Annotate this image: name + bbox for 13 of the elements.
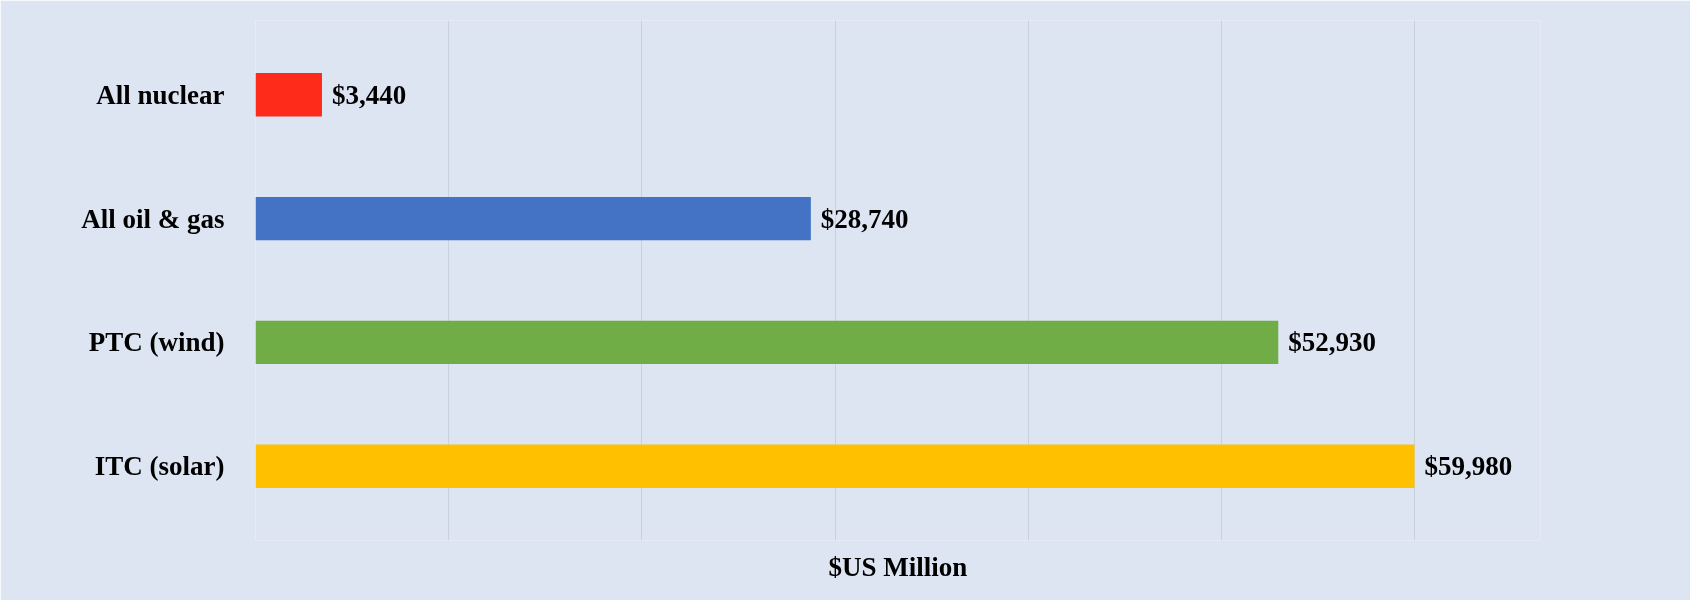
x-axis-title: $US Million: [828, 551, 968, 582]
data-label: $3,440: [331, 79, 407, 110]
y-tick-label: All oil & gas: [81, 203, 225, 234]
data-label: $28,740: [820, 203, 909, 234]
y-tick-label: ITC (solar): [94, 451, 225, 482]
data-label: $52,930: [1288, 327, 1377, 358]
bar: [255, 196, 811, 241]
data-label: $59,980: [1424, 451, 1513, 482]
y-tick-label: PTC (wind): [88, 327, 225, 358]
y-tick-label: All nuclear: [96, 79, 225, 110]
bar: [255, 444, 1415, 488]
bar: [255, 320, 1279, 365]
bar: [255, 73, 322, 117]
